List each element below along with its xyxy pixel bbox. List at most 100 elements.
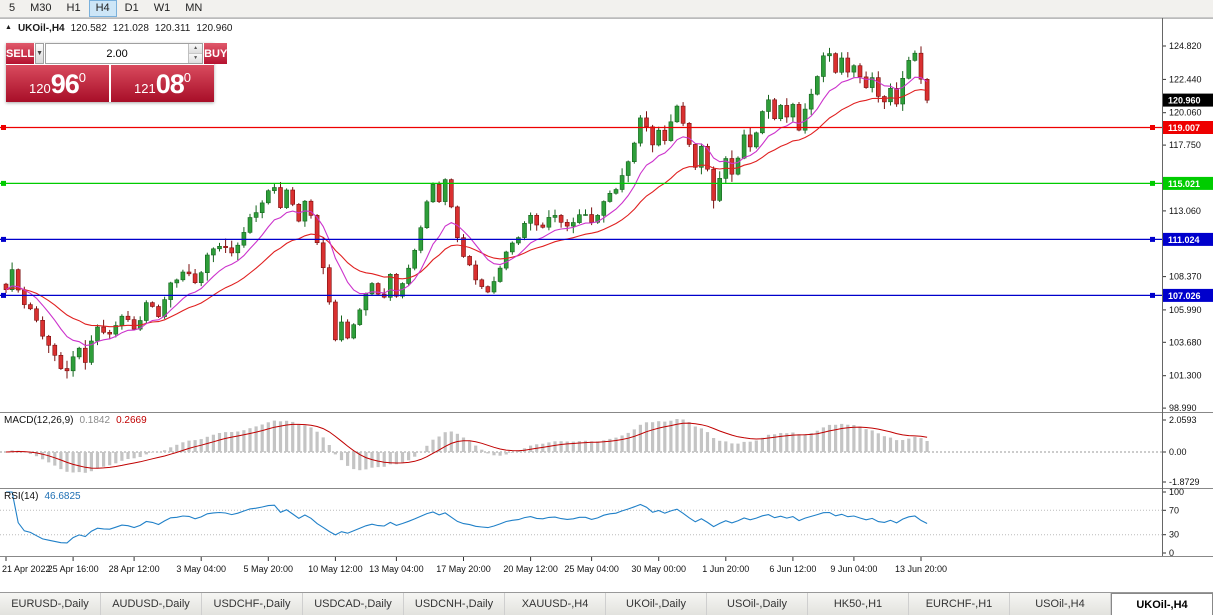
svg-text:119.007: 119.007 <box>1168 123 1200 133</box>
hline-115.021[interactable] <box>0 180 1162 186</box>
buy-price-button[interactable]: 121 08 0 <box>111 65 214 102</box>
chart-tab-ukoil-daily[interactable]: UKOil-,Daily <box>606 593 707 615</box>
chart-tab-ukoil-h4[interactable]: UKOil-,H4 <box>1111 593 1213 615</box>
price-badge-119.007: 119.007 <box>1163 121 1213 134</box>
bid-pips: 96 <box>50 68 80 99</box>
volume-stepper: ▲ ▼ <box>188 44 203 63</box>
time-label: 6 Jun 12:00 <box>769 564 816 574</box>
time-label: 17 May 20:00 <box>436 564 491 574</box>
chart-tab-usdcnh-daily[interactable]: USDCNH-,Daily <box>404 593 505 615</box>
rsi-indicator <box>0 491 1162 544</box>
symbol-name: UKOil-,H4 <box>17 23 65 34</box>
macd-signal-line <box>5 422 928 469</box>
volume-input[interactable] <box>46 44 189 63</box>
price-chart[interactable]: 124.820 122.440 120.060 117.750 113.060 108.3… <box>0 18 1213 592</box>
ohlc-open: 120.582 <box>70 23 107 34</box>
rsi-axis-70: 70 <box>1169 505 1179 515</box>
rsi-label: RSI(14) 46.6825 <box>4 491 81 502</box>
price-tick-101.300: 101.300 <box>1169 371 1202 381</box>
price-tick-103.680: 103.680 <box>1169 337 1202 347</box>
symbol-marker-icon: ▲ <box>5 24 12 31</box>
volume-decrease-button[interactable]: ▼ <box>189 54 203 63</box>
price-badge-115.021: 115.021 <box>1163 176 1213 190</box>
time-label: 13 May 04:00 <box>369 564 424 574</box>
ohlc-high: 121.028 <box>112 23 149 34</box>
macd-indicator <box>0 419 1162 473</box>
buy-button[interactable]: BUY <box>204 43 228 64</box>
time-label: 3 May 04:00 <box>176 564 226 574</box>
hline-111.024[interactable] <box>0 236 1162 242</box>
chart-tab-audusd-daily[interactable]: AUDUSD-,Daily <box>101 593 202 615</box>
time-label: 20 May 12:00 <box>503 564 558 574</box>
hline-107.026[interactable] <box>0 292 1162 298</box>
price-axis[interactable]: 124.820 122.440 120.060 117.750 113.060 108.3… <box>1163 41 1213 558</box>
time-label: 30 May 00:00 <box>631 564 686 574</box>
price-tick-117.750: 117.750 <box>1169 140 1201 150</box>
chart-tab-usdcad-daily[interactable]: USDCAD-,Daily <box>303 593 404 615</box>
time-label: 9 Jun 04:00 <box>830 564 877 574</box>
macd-signal-value: 0.2669 <box>116 415 147 426</box>
candlestick-series <box>3 46 930 379</box>
macd-axis--1.8729: -1.8729 <box>1169 477 1200 487</box>
timeframe-button-H4[interactable]: H4 <box>88 0 117 17</box>
ma-slow-line <box>5 89 928 328</box>
timeframe-button-MN[interactable]: MN <box>185 2 203 14</box>
macd-main-value: 0.1842 <box>79 415 111 426</box>
time-label: 25 May 04:00 <box>564 564 619 574</box>
price-tick-122.440: 122.440 <box>1169 74 1202 84</box>
macd-axis-0.00: 0.00 <box>1169 447 1187 457</box>
ma-fast-line <box>5 76 928 347</box>
chart-symbol-info: ▲ UKOil-,H4 120.582 121.028 120.311 120.… <box>5 23 232 34</box>
macd-label: MACD(12,26,9) 0.1842 0.2669 <box>4 415 147 426</box>
price-tick-124.820: 124.820 <box>1169 41 1202 51</box>
timeframe-button-H1[interactable]: H1 <box>66 2 81 14</box>
bid-point: 0 <box>78 70 86 85</box>
chart-tab-eurusd-daily[interactable]: EURUSD-,Daily <box>0 593 101 615</box>
chevron-down-icon: ▼ <box>36 50 44 57</box>
chart-tab-xauusd-h4[interactable]: XAUUSD-,H4 <box>505 593 606 615</box>
chart-background <box>0 18 1213 592</box>
ask-point: 0 <box>183 70 191 85</box>
timeframe-button-D1[interactable]: D1 <box>124 2 139 14</box>
chart-tab-eurchf-h1[interactable]: EURCHF-,H1 <box>909 593 1010 615</box>
price-badge-107.026: 107.026 <box>1163 288 1213 302</box>
timeframe-button-M30[interactable]: M30 <box>30 2 52 14</box>
time-label: 28 Apr 12:00 <box>109 564 160 574</box>
timeframe-button-5[interactable]: 5 <box>9 2 16 14</box>
svg-text:111.024: 111.024 <box>1168 235 1200 245</box>
timeframe-toolbar: 5 M30 H1 H4 D1 W1 MN <box>0 0 1213 18</box>
hline-119.007[interactable] <box>0 125 1162 130</box>
time-label: 10 May 12:00 <box>308 564 363 574</box>
chart-tab-hk50-h1[interactable]: HK50-,H1 <box>808 593 909 615</box>
rsi-axis-0: 0 <box>1169 548 1174 558</box>
bid-integer: 120 <box>29 81 51 96</box>
ohlc-close: 120.960 <box>196 23 233 34</box>
price-tick-108.370: 108.370 <box>1169 272 1202 282</box>
chart-tab-usoil-daily[interactable]: USOil-,Daily <box>707 593 808 615</box>
rsi-name: RSI(14) <box>4 491 39 502</box>
chart-tab-bar: EURUSD-,Daily AUDUSD-,Daily USDCHF-,Daily U… <box>0 592 1213 615</box>
volume-field: ▲ ▼ <box>45 43 204 64</box>
volume-increase-button[interactable]: ▲ <box>189 44 203 54</box>
rsi-axis-30: 30 <box>1169 530 1179 540</box>
chart-tab-usdchf-daily[interactable]: USDCHF-,Daily <box>202 593 303 615</box>
time-label: 5 May 20:00 <box>244 564 294 574</box>
svg-text:120.960: 120.960 <box>1168 96 1201 106</box>
ask-integer: 121 <box>134 81 156 96</box>
time-label: 13 Jun 20:00 <box>895 564 947 574</box>
macd-name: MACD(12,26,9) <box>4 415 74 426</box>
ohlc-low: 120.311 <box>154 23 191 34</box>
sell-price-button[interactable]: 120 96 0 <box>6 65 109 102</box>
sell-button[interactable]: SELL <box>6 43 35 64</box>
rsi-value: 46.6825 <box>44 491 81 502</box>
price-tick-113.060: 113.060 <box>1169 206 1201 216</box>
volume-dropdown-button[interactable]: ▼ <box>35 43 45 64</box>
timeframe-button-W1[interactable]: W1 <box>153 2 171 14</box>
svg-text:107.026: 107.026 <box>1168 291 1201 301</box>
price-badge-120.960: 120.960 <box>1163 93 1213 107</box>
price-tick-98.990: 98.990 <box>1169 403 1197 413</box>
time-label: 1 Jun 20:00 <box>702 564 749 574</box>
chart-tab-usoil-h4[interactable]: USOil-,H4 <box>1010 593 1111 615</box>
